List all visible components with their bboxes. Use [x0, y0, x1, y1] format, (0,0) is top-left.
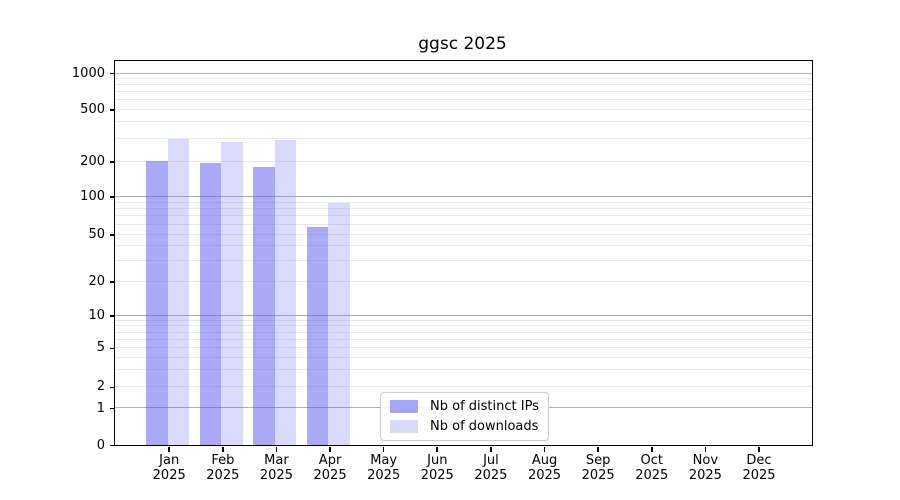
y-tick-mark: [110, 315, 115, 318]
y-gridline-minor: [115, 208, 812, 210]
y-gridline-minor: [115, 108, 812, 110]
y-tick-label: 2: [96, 379, 105, 395]
y-tick-mark: [110, 444, 115, 447]
y-gridline-minor: [115, 84, 812, 86]
x-tick-mark: [490, 447, 492, 452]
y-tick-label: 0: [96, 437, 105, 453]
y-tick-mark: [110, 407, 115, 410]
x-tick-label-sep: Sep 2025: [581, 453, 615, 483]
y-tick-mark: [110, 386, 115, 389]
legend-item-distinct-ips: Nb of distinct IPs: [390, 399, 539, 414]
x-tick-label-aug: Aug 2025: [527, 453, 562, 483]
x-tick-label-nov: Nov 2025: [688, 453, 722, 483]
x-tick-mark: [382, 447, 385, 452]
y-gridline-major: [115, 195, 812, 197]
y-gridline-minor: [115, 121, 812, 123]
y-gridline-minor: [115, 201, 812, 203]
y-gridline-minor: [115, 338, 812, 340]
y-gridline-minor: [115, 347, 812, 349]
y-gridline-minor: [115, 99, 812, 101]
y-tick-label: 100: [80, 188, 105, 204]
x-tick-label-jan: Jan 2025: [152, 453, 186, 483]
y-gridline-minor: [115, 233, 812, 235]
y-gridline-minor: [115, 78, 812, 79]
bar-nb-of-downloads-jan: [167, 139, 190, 445]
x-tick-mark: [168, 447, 170, 452]
bar-nb-of-distinct-ips-feb: [199, 162, 222, 445]
y-tick-label: 20: [88, 274, 105, 290]
y-gridline-minor: [115, 369, 812, 371]
y-tick-label: 50: [88, 227, 105, 243]
y-tick-mark: [110, 347, 115, 350]
x-tick-mark: [275, 447, 278, 452]
y-gridline-minor: [115, 356, 812, 358]
x-tick-mark: [329, 447, 331, 452]
legend-label-distinct-ips: Nb of distinct IPs: [430, 399, 539, 414]
legend-swatch-downloads: [390, 420, 418, 433]
y-gridline-minor: [115, 245, 812, 247]
x-tick-mark: [597, 447, 599, 452]
x-tick-label-jul: Jul 2025: [474, 453, 508, 483]
x-tick-label-feb: Feb 2025: [206, 453, 240, 483]
y-tick-mark: [110, 72, 115, 75]
x-tick-mark: [436, 447, 439, 452]
x-tick-mark: [650, 447, 653, 452]
x-tick-mark: [543, 447, 546, 452]
y-tick-mark: [110, 161, 115, 163]
y-gridline-minor: [115, 260, 812, 262]
y-gridline-major: [115, 72, 812, 74]
y-gridline-major: [115, 315, 812, 317]
y-gridline-minor: [115, 386, 812, 388]
y-tick-label: 5: [96, 340, 105, 356]
y-gridline-minor: [115, 91, 812, 93]
y-gridline-minor: [115, 223, 812, 225]
y-gridline-minor: [115, 137, 812, 139]
bar-nb-of-downloads-feb: [221, 142, 243, 445]
bar-nb-of-distinct-ips-jan: [146, 161, 168, 445]
y-gridline-minor: [115, 281, 812, 283]
y-tick-mark: [110, 281, 115, 283]
chart-title: ggsc 2025: [418, 34, 507, 54]
y-tick-label: 200: [80, 153, 105, 169]
x-tick-mark: [758, 447, 760, 452]
y-tick-label: 10: [88, 308, 105, 324]
y-gridline-minor: [115, 320, 812, 322]
legend-label-downloads: Nb of downloads: [430, 419, 539, 434]
legend-item-downloads: Nb of downloads: [390, 419, 539, 434]
y-gridline-minor: [115, 160, 812, 162]
x-tick-label-mar: Mar 2025: [259, 453, 293, 483]
bar-nb-of-downloads-apr: [328, 202, 351, 445]
y-tick-label: 1000: [71, 65, 105, 81]
bar-nb-of-distinct-ips-mar: [253, 166, 275, 445]
x-tick-label-may: May 2025: [367, 453, 401, 483]
x-tick-label-oct: Oct 2025: [635, 453, 669, 483]
y-tick-mark: [110, 234, 115, 236]
y-tick-label: 500: [80, 101, 105, 117]
y-gridline-minor: [115, 325, 812, 327]
y-tick-label: 1: [96, 400, 105, 416]
x-tick-label-apr: Apr 2025: [313, 453, 347, 483]
y-tick-mark: [110, 196, 115, 198]
x-tick-label-jun: Jun 2025: [420, 453, 454, 483]
bar-nb-of-downloads-mar: [274, 140, 297, 445]
bar-nb-of-distinct-ips-apr: [306, 227, 329, 445]
y-tick-mark: [110, 108, 115, 111]
y-gridline-minor: [115, 331, 812, 333]
x-tick-label-dec: Dec 2025: [742, 453, 776, 483]
plot-area: Nb of distinct IPs Nb of downloads: [114, 60, 813, 446]
x-tick-mark: [704, 447, 707, 452]
x-tick-mark: [222, 447, 224, 452]
legend-swatch-distinct-ips: [390, 400, 418, 413]
legend: Nb of distinct IPs Nb of downloads: [380, 392, 549, 441]
y-gridline-minor: [115, 215, 812, 217]
